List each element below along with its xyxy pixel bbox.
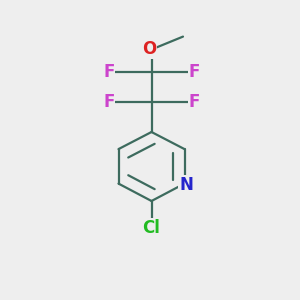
Text: F: F bbox=[103, 63, 115, 81]
Text: F: F bbox=[188, 63, 200, 81]
Text: Cl: Cl bbox=[142, 219, 160, 237]
Text: N: N bbox=[179, 176, 193, 194]
Text: F: F bbox=[188, 93, 200, 111]
Text: O: O bbox=[142, 40, 156, 58]
Text: F: F bbox=[103, 93, 115, 111]
